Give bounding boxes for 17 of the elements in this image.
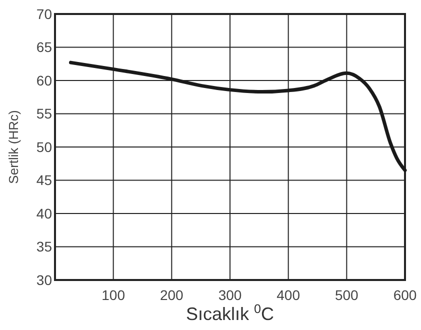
x-tick-label: 500 [334, 287, 359, 303]
x-tick-label: 400 [276, 287, 300, 303]
x-tick-label: 100 [102, 287, 126, 303]
y-tick-label: 35 [36, 238, 52, 255]
y-tick-label: 30 [36, 272, 52, 288]
y-tick-label: 65 [36, 39, 52, 56]
x-tick-label: 600 [393, 287, 417, 303]
y-tick-label: 55 [36, 106, 52, 122]
y-tick-label: 40 [36, 205, 52, 222]
x-axis-title: Sıcaklık $^{0}$C [186, 302, 274, 324]
x-tick-label: 200 [160, 287, 184, 303]
y-tick-label: 70 [36, 6, 52, 22]
x-tick-label: 300 [218, 287, 242, 303]
y-axis-title: Sertlik (HRc) [6, 110, 21, 184]
y-tick-label: 50 [36, 138, 52, 155]
y-tick-label: 60 [36, 72, 52, 88]
y-tick-label: 45 [36, 172, 52, 188]
